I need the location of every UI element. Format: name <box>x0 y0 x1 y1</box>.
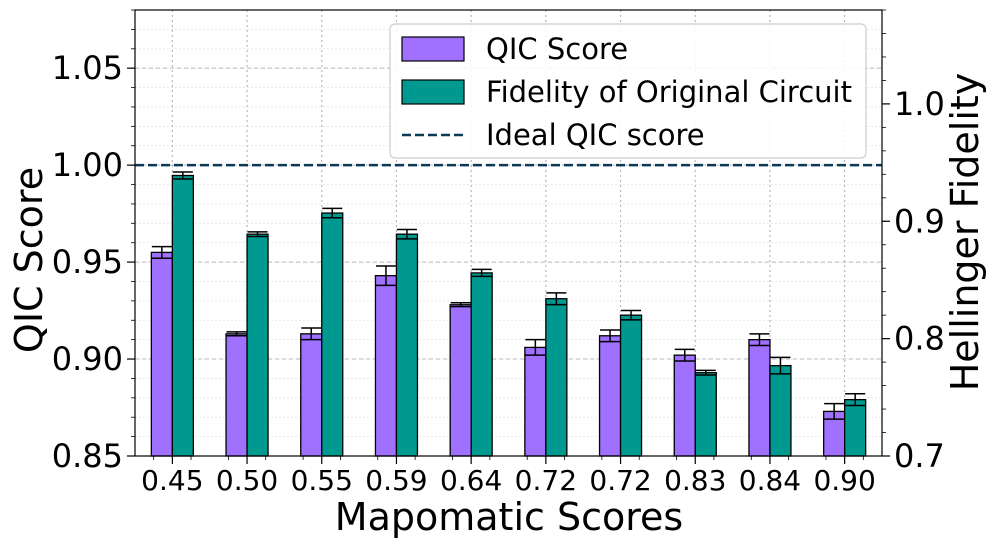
bars <box>150 174 867 457</box>
bar <box>321 212 344 457</box>
bar <box>449 304 472 457</box>
bar <box>844 399 867 457</box>
bar <box>748 339 771 457</box>
bar <box>395 233 419 457</box>
bar <box>524 346 547 457</box>
y-right-tick-label: 0.7 <box>894 437 945 475</box>
legend-label: Fidelity of Original Circuit <box>486 75 852 109</box>
x-tick-label: 0.72 <box>515 464 577 497</box>
x-tick-label: 0.83 <box>664 464 726 497</box>
bar <box>150 251 174 457</box>
bar <box>598 335 622 457</box>
x-tick-label: 0.90 <box>813 464 875 497</box>
bar <box>673 354 696 457</box>
x-tick-label: 0.84 <box>739 464 801 497</box>
bar <box>619 314 643 457</box>
y-right-tick-label: 0.9 <box>894 202 945 240</box>
legend-box <box>389 23 867 159</box>
plot-frame <box>134 9 883 457</box>
y-right-tick-label: 1.0 <box>894 85 945 123</box>
bar <box>694 372 717 457</box>
y-axis-title-left: QIC Score <box>7 167 51 353</box>
bar <box>470 272 493 457</box>
y-tick-label: 0.95 <box>52 243 123 281</box>
x-tick-label: 0.45 <box>141 464 203 497</box>
legend-swatch <box>401 79 465 105</box>
bar <box>374 275 398 457</box>
axes: 0.85 0.90 0.95 1.00 1.05 0.7 0.8 0.9 1.0 0.45 0.50… <box>52 9 945 497</box>
legend-label: QIC Score <box>486 32 628 66</box>
legend-swatch <box>401 36 465 62</box>
bar <box>171 174 195 457</box>
y-axis-title-right: Hellinger Fidelity <box>943 73 987 392</box>
y-tick-label: 0.85 <box>52 437 123 475</box>
y-tick-label: 1.00 <box>52 146 123 184</box>
x-axis-title: Mapomatic Scores <box>335 495 683 539</box>
legend: QIC Score Fidelity of Original Circuit Ide… <box>389 23 867 159</box>
x-tick-label: 0.50 <box>216 464 278 497</box>
bar <box>545 298 568 457</box>
error-bars <box>151 171 866 420</box>
x-tick-label: 0.72 <box>589 464 651 497</box>
bar <box>300 333 323 457</box>
x-tick-label: 0.64 <box>440 464 502 497</box>
x-tick-label: 0.55 <box>291 464 353 497</box>
y-tick-label: 1.05 <box>52 49 123 87</box>
y-tick-label: 0.90 <box>52 340 123 378</box>
bar <box>246 233 269 457</box>
y-right-tick-label: 0.8 <box>894 320 945 358</box>
x-tick-label: 0.59 <box>365 464 427 497</box>
legend-label: Ideal QIC score <box>486 118 705 152</box>
bar <box>769 364 792 457</box>
bar <box>225 333 248 457</box>
